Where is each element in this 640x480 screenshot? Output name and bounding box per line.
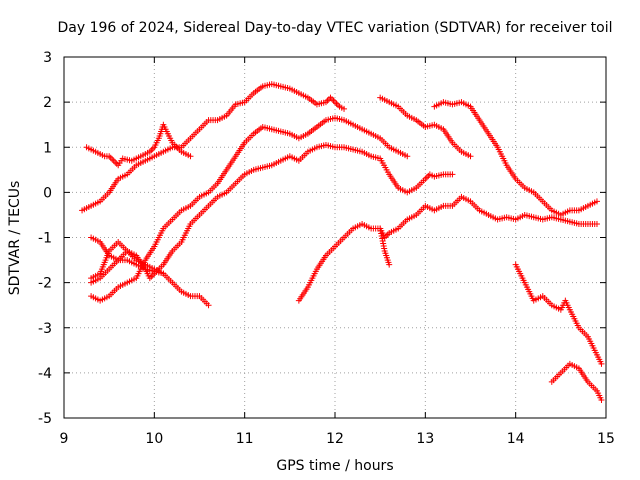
data-point (149, 145, 156, 152)
data-point (109, 156, 116, 163)
series-s2 (83, 121, 194, 169)
data-point (598, 396, 605, 403)
data-point (377, 227, 384, 234)
data-point (378, 230, 385, 237)
series-s1 (79, 81, 348, 214)
x-tick-label: 9 (60, 431, 69, 447)
data-point (112, 159, 119, 166)
data-point (332, 99, 338, 106)
data-point (333, 100, 340, 107)
y-tick-label: 3 (43, 50, 52, 66)
series-s3 (88, 141, 456, 286)
series-s12 (548, 360, 605, 403)
data-point (381, 245, 388, 252)
x-tick-label: 11 (236, 431, 254, 447)
y-tick-label: -3 (38, 321, 52, 337)
x-tick-label: 14 (507, 431, 525, 447)
y-tick-label: 0 (43, 185, 52, 201)
x-tick-label: 12 (326, 431, 344, 447)
data-point (107, 154, 114, 161)
series-s4 (88, 114, 411, 304)
series-s6 (88, 239, 167, 282)
data-point (377, 225, 384, 232)
y-tick-label: 2 (43, 95, 52, 111)
y-tick-label: -1 (38, 231, 52, 247)
data-point (379, 238, 386, 245)
y-tick-label: 1 (43, 140, 52, 156)
data-point (378, 232, 385, 239)
data-point (327, 94, 334, 101)
data-point (380, 240, 387, 247)
data-point (149, 272, 156, 279)
data-point (593, 198, 600, 205)
data-point (598, 360, 605, 367)
data-point (423, 174, 430, 181)
y-tick-label: -5 (38, 411, 52, 427)
data-point (380, 243, 387, 250)
data-point (593, 220, 600, 227)
data-marks (79, 81, 605, 403)
x-tick-label: 15 (597, 431, 615, 447)
data-point (110, 157, 117, 164)
data-point (187, 153, 194, 160)
data-point (335, 102, 342, 109)
data-point (148, 273, 155, 280)
data-point (330, 97, 337, 104)
data-point (160, 270, 167, 277)
series-s7 (295, 193, 600, 304)
data-point (148, 147, 155, 154)
data-point (379, 235, 386, 242)
data-point (449, 171, 456, 178)
x-tick-label: 13 (416, 431, 434, 447)
data-point (404, 153, 411, 160)
data-point (384, 231, 391, 238)
data-point (113, 160, 120, 167)
y-tick-label: -2 (38, 276, 52, 292)
x-axis-label: GPS time / hours (276, 458, 393, 474)
series-s8 (377, 225, 393, 268)
data-point (341, 105, 348, 112)
data-point (328, 96, 335, 103)
data-point (205, 302, 212, 309)
grid (64, 57, 606, 418)
series-s9 (377, 94, 474, 160)
data-point (467, 153, 474, 160)
x-tick-label: 10 (145, 431, 163, 447)
data-point (386, 261, 393, 268)
y-axis-label: SDTVAR / TECUs (7, 181, 23, 296)
y-tick-label: -4 (38, 366, 52, 382)
series-s11 (512, 261, 605, 367)
series-s10 (431, 99, 600, 218)
chart-title: Day 196 of 2024, Sidereal Day-to-day VTE… (57, 20, 612, 36)
